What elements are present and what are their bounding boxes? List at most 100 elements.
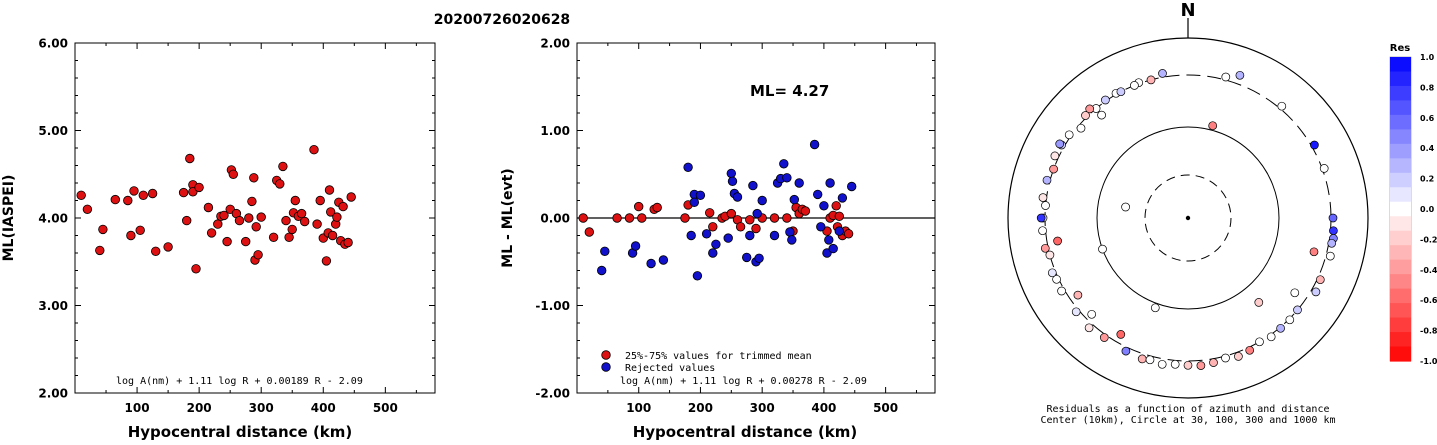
rejected-point — [726, 168, 737, 179]
station-marker — [1293, 305, 1302, 315]
station-marker — [1064, 130, 1074, 140]
station-marker — [1045, 250, 1055, 260]
rejected-point — [752, 208, 762, 219]
rejected-point — [837, 193, 848, 203]
data-point — [831, 201, 841, 211]
station-marker — [1309, 247, 1319, 257]
data-point — [251, 222, 261, 232]
station-marker — [1254, 298, 1264, 307]
polar-caption-line2: Center (10km), Circle at 30, 100, 300 an… — [1040, 415, 1335, 426]
rejected-point — [782, 173, 792, 183]
data-point — [680, 213, 690, 223]
rejected-point — [692, 271, 703, 281]
data-point — [219, 210, 229, 221]
colorbar-tick-label: 0.6 — [1420, 114, 1435, 123]
station-marker — [1038, 193, 1048, 202]
residual-colorbar: Res 1.0 0.8 0.6 0.4 0.2 0.0 -0.2 -0.4 -0.6 -0.8 -1… — [1389, 43, 1437, 366]
legend-marker-trimmed — [601, 350, 611, 360]
legend-marker-rejected — [601, 362, 611, 372]
station-marker — [1329, 226, 1338, 236]
colorbar-swatch — [1390, 303, 1411, 319]
ml-annotation: ML= 4.27 — [750, 82, 829, 100]
station-marker — [1221, 72, 1231, 82]
station-marker — [1146, 75, 1156, 85]
station-marker — [1183, 360, 1193, 370]
x-tick-label: 400 — [811, 401, 836, 415]
colorbar-swatch — [1390, 288, 1411, 304]
x-tick-label: 100 — [125, 401, 150, 415]
ring-100km — [1096, 126, 1280, 310]
rejected-point — [742, 252, 752, 263]
colorbar-swatch — [1390, 57, 1411, 73]
rejected-point — [646, 258, 656, 269]
plot2-formula: log A(nm) + 1.11 log R + 0.00278 R - 2.0… — [620, 376, 867, 387]
colorbar-title: Res — [1390, 43, 1410, 54]
y-tick-label: 0.00 — [540, 212, 570, 226]
data-point — [194, 182, 204, 193]
data-point — [705, 208, 715, 218]
colorbar-tick-label: 1.0 — [1420, 53, 1435, 62]
data-point — [244, 213, 254, 223]
data-point — [234, 215, 245, 226]
data-point — [612, 213, 622, 223]
rejected-point — [819, 201, 829, 211]
station-marker — [1145, 355, 1155, 365]
legend-label-rejected: Rejected values — [625, 363, 715, 374]
station-marker — [1121, 202, 1130, 212]
y-tick-label: 6.00 — [38, 37, 68, 51]
station-marker — [1209, 358, 1218, 367]
rejected-point — [630, 241, 641, 251]
rejected-point — [732, 192, 743, 202]
rejected-point — [708, 248, 718, 258]
station-marker — [1285, 315, 1295, 325]
data-point — [843, 229, 854, 239]
colorbar-swatch — [1390, 100, 1411, 116]
rejected-point — [695, 190, 706, 201]
station-marker — [1277, 101, 1287, 111]
station-marker — [1319, 164, 1329, 173]
station-marker — [1099, 333, 1109, 342]
data-point — [637, 213, 647, 223]
data-point — [735, 222, 746, 232]
plot1-frame — [74, 42, 436, 394]
colorbar-swatch — [1390, 129, 1411, 145]
plot2-ylabel: ML - ML(evt) — [500, 168, 516, 267]
colorbar-swatch — [1390, 274, 1411, 290]
station-marker — [1137, 354, 1147, 364]
data-point — [321, 256, 332, 266]
north-label: N — [1180, 0, 1195, 21]
data-point — [287, 224, 297, 235]
rejected-point — [727, 176, 738, 187]
x-tick-label: 200 — [688, 401, 713, 415]
station-marker — [1276, 323, 1285, 333]
station-marker — [1157, 359, 1167, 369]
plot1-ylabel: ML(IASPEI) — [1, 175, 17, 262]
rejected-point — [787, 235, 797, 245]
data-point — [332, 212, 342, 222]
rejected-point — [600, 246, 610, 257]
colorbar-swatch — [1390, 346, 1411, 362]
data-point — [284, 232, 294, 243]
data-point — [782, 213, 792, 223]
rejected-point — [723, 233, 733, 243]
colorbar-tick-label: -0.6 — [1420, 296, 1437, 305]
station-marker — [1085, 104, 1095, 114]
data-point — [584, 227, 595, 237]
data-point — [327, 230, 338, 241]
data-point — [191, 264, 201, 274]
data-point — [240, 236, 251, 247]
data-point — [834, 211, 845, 222]
colorbar-swatch — [1390, 201, 1411, 217]
station-marker — [1158, 69, 1167, 78]
ring-30km — [1144, 174, 1232, 262]
station-marker — [1196, 361, 1206, 370]
rejected-point — [847, 181, 857, 192]
rejected-point — [597, 265, 607, 276]
colorbar-swatch — [1390, 216, 1411, 232]
station-marker — [1084, 323, 1094, 333]
data-point — [228, 169, 239, 180]
data-point — [206, 228, 217, 238]
rejected-point — [757, 195, 767, 206]
y-tick-label: -2.00 — [535, 387, 570, 401]
